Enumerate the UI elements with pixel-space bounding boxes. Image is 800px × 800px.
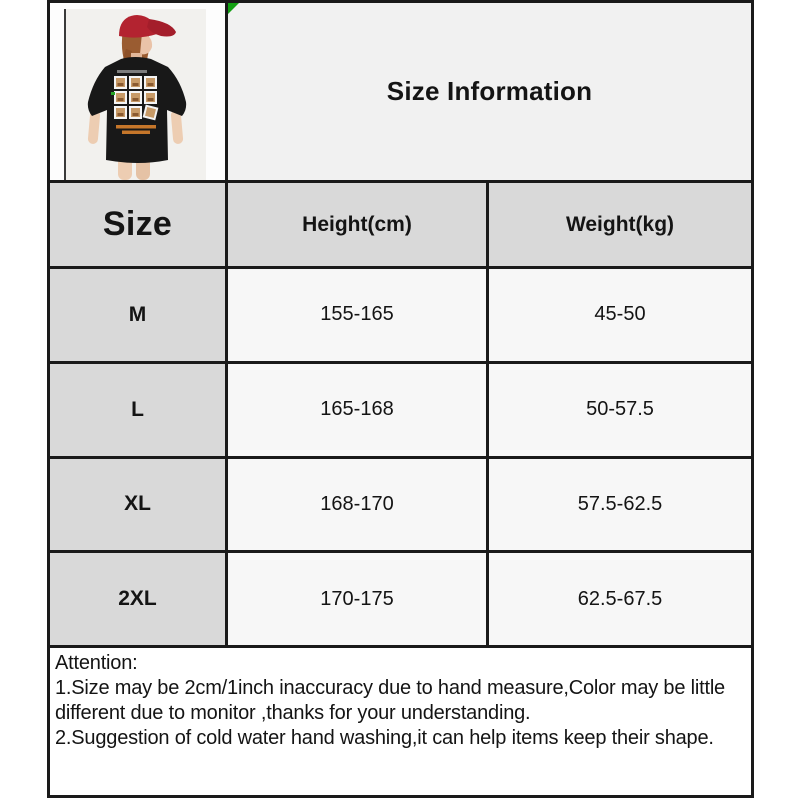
height-value: 165-168	[228, 363, 489, 456]
size-label: L	[50, 363, 228, 456]
model-photo	[64, 9, 206, 180]
attention-section: Attention: 1.Size may be 2cm/1inch inacc…	[50, 648, 751, 795]
column-header-height: Height(cm)	[228, 183, 489, 266]
page-title: Size Information	[386, 76, 593, 106]
weight-value: 50-57.5	[489, 363, 751, 456]
size-label: M	[50, 269, 228, 361]
height-value: 155-165	[228, 269, 489, 361]
table-row: XL 168-170 57.5-62.5	[50, 458, 751, 554]
green-corner-wedge	[228, 3, 239, 14]
table-row: 2XL 170-175 62.5-67.5	[50, 553, 751, 648]
attention-note-line: 2.Suggestion of cold water hand washing,…	[55, 727, 714, 749]
red-cap	[119, 15, 176, 38]
bear-print-grid	[111, 76, 159, 121]
print-header-text	[117, 70, 147, 73]
weight-value: 45-50	[489, 269, 751, 361]
model-arms	[87, 110, 184, 144]
size-chart-sheet: Size Information Size Height(cm) Weight(…	[47, 0, 754, 798]
height-value: 168-170	[228, 458, 489, 551]
weight-value: 57.5-62.5	[489, 458, 751, 551]
table-row: L 165-168 50-57.5	[50, 363, 751, 459]
print-orange-text	[116, 125, 156, 134]
table-header-row: Size Height(cm) Weight(kg)	[50, 183, 751, 269]
table-row: M 155-165 45-50	[50, 269, 751, 364]
attention-note-line: 1.Size may be 2cm/1inch inaccuracy due t…	[55, 677, 725, 699]
height-value: 170-175	[228, 553, 489, 645]
attention-heading: Attention:	[55, 652, 138, 674]
weight-value: 62.5-67.5	[489, 553, 751, 645]
column-header-weight: Weight(kg)	[565, 212, 675, 236]
size-label: 2XL	[50, 553, 228, 645]
title-cell: Size Information	[228, 3, 751, 180]
header-row: Size Information	[50, 3, 751, 183]
attention-note-line: different due to monitor ,thanks for you…	[55, 702, 531, 724]
size-label: XL	[50, 458, 228, 551]
column-header-size: Size	[50, 183, 228, 266]
product-photo-cell	[50, 3, 228, 180]
